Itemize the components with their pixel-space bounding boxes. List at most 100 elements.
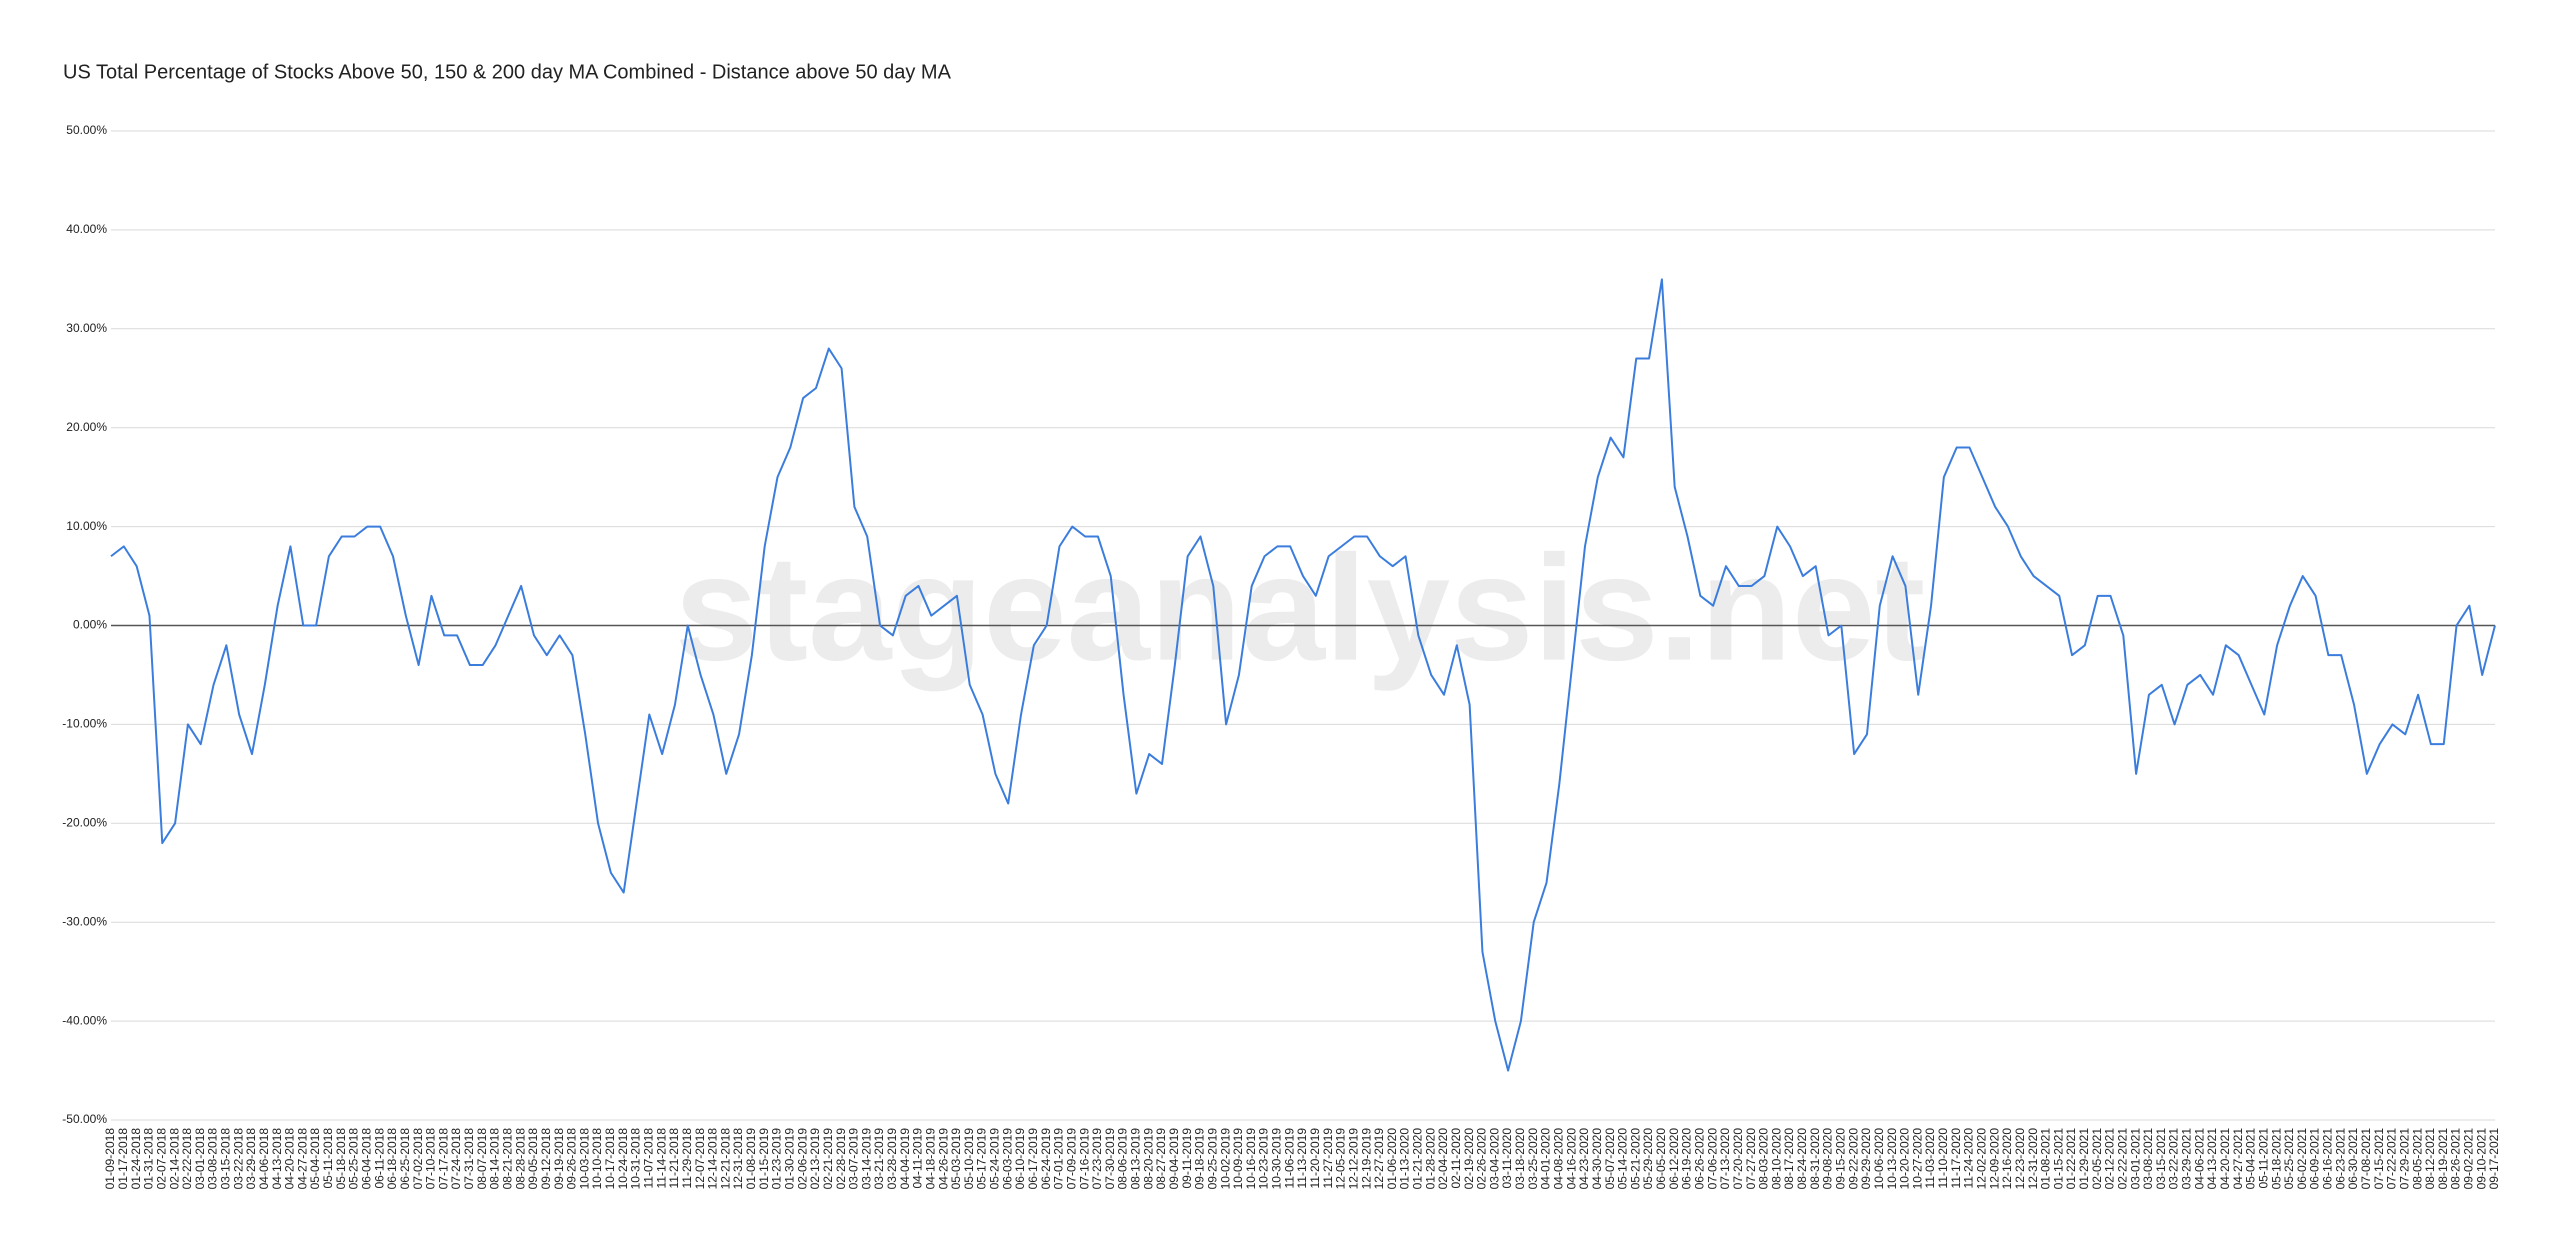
x-tick-label: 07-08-2021 xyxy=(2359,1128,2373,1190)
x-tick-label: 03-22-2018 xyxy=(231,1128,245,1190)
x-tick-label: 04-11-2019 xyxy=(911,1128,925,1189)
x-tick-label: 07-10-2018 xyxy=(424,1128,438,1190)
x-tick-label: 05-24-2019 xyxy=(988,1128,1002,1190)
x-tick-label: 11-21-2018 xyxy=(667,1128,681,1189)
x-tick-label: 12-19-2019 xyxy=(1359,1128,1373,1190)
x-tick-label: 03-07-2019 xyxy=(847,1128,861,1190)
x-tick-label: 06-04-2018 xyxy=(360,1128,374,1190)
x-tick-label: 09-11-2019 xyxy=(1180,1128,1194,1189)
x-tick-label: 07-17-2018 xyxy=(436,1128,450,1190)
x-tick-label: 11-10-2020 xyxy=(1936,1128,1950,1189)
x-tick-label: 05-11-2018 xyxy=(321,1128,335,1189)
x-tick-label: 07-06-2020 xyxy=(1705,1128,1719,1190)
x-tick-label: 03-11-2020 xyxy=(1500,1128,1514,1189)
x-tick-label: 07-01-2019 xyxy=(1052,1128,1066,1190)
x-tick-label: 03-01-2021 xyxy=(2128,1128,2142,1190)
y-tick-label: 50.00% xyxy=(66,123,107,137)
x-tick-label: 01-23-2019 xyxy=(770,1128,784,1190)
x-tick-label: 12-09-2020 xyxy=(1987,1128,2001,1190)
x-tick-label: 12-02-2020 xyxy=(1974,1128,1988,1190)
x-tick-label: 04-26-2019 xyxy=(936,1128,950,1190)
y-tick-label: -50.00% xyxy=(62,1112,107,1126)
x-tick-label: 01-15-2019 xyxy=(757,1128,771,1190)
y-tick-label: 30.00% xyxy=(66,321,107,335)
x-tick-label: 10-16-2019 xyxy=(1244,1128,1258,1190)
x-tick-label: 11-07-2018 xyxy=(641,1128,655,1189)
x-tick-label: 11-14-2018 xyxy=(654,1128,668,1189)
x-tick-label: 10-10-2018 xyxy=(590,1128,604,1190)
x-tick-label: 03-01-2018 xyxy=(193,1128,207,1190)
x-tick-label: 04-06-2018 xyxy=(257,1128,271,1190)
chart-title: US Total Percentage of Stocks Above 50, … xyxy=(63,61,952,83)
x-tick-label: 12-31-2018 xyxy=(731,1128,745,1190)
y-tick-label: 0.00% xyxy=(73,618,107,632)
x-tick-label: 04-30-2020 xyxy=(1590,1128,1604,1190)
x-tick-label: 07-23-2019 xyxy=(1090,1128,1104,1190)
x-tick-label: 05-11-2021 xyxy=(2256,1128,2270,1189)
x-tick-label: 07-22-2021 xyxy=(2385,1128,2399,1190)
x-tick-label: 03-08-2021 xyxy=(2141,1128,2155,1190)
x-tick-label: 01-13-2020 xyxy=(1398,1128,1412,1190)
x-tick-label: 02-05-2021 xyxy=(2090,1128,2104,1190)
x-tick-label: 02-14-2018 xyxy=(167,1128,181,1190)
x-tick-label: 03-15-2021 xyxy=(2154,1128,2168,1190)
x-tick-label: 08-20-2019 xyxy=(1141,1128,1155,1190)
x-tick-label: 08-12-2021 xyxy=(2423,1128,2437,1190)
x-tick-label: 01-06-2020 xyxy=(1385,1128,1399,1190)
x-tick-label: 02-07-2018 xyxy=(154,1128,168,1190)
x-tick-label: 07-20-2020 xyxy=(1731,1128,1745,1190)
x-tick-label: 08-28-2018 xyxy=(513,1128,527,1190)
x-tick-label: 10-06-2020 xyxy=(1872,1128,1886,1190)
x-tick-label: 09-05-2018 xyxy=(526,1128,540,1190)
x-tick-label: 10-03-2018 xyxy=(577,1128,591,1190)
x-tick-label: 01-21-2020 xyxy=(1411,1128,1425,1190)
x-tick-label: 04-23-2020 xyxy=(1577,1128,1591,1190)
x-tick-label: 06-05-2020 xyxy=(1654,1128,1668,1190)
x-tick-label: 11-27-2019 xyxy=(1321,1128,1335,1189)
x-tick-label: 09-02-2021 xyxy=(2462,1128,2476,1190)
x-tick-label: 03-28-2019 xyxy=(885,1128,899,1190)
x-tick-label: 05-14-2020 xyxy=(1616,1128,1630,1190)
watermark: stageanalysis.net xyxy=(675,524,1926,692)
x-tick-label: 04-08-2020 xyxy=(1552,1128,1566,1190)
x-tick-label: 11-13-2019 xyxy=(1295,1128,1309,1189)
x-tick-label: 04-27-2021 xyxy=(2231,1128,2245,1190)
x-tick-label: 09-25-2019 xyxy=(1205,1128,1219,1190)
x-tick-label: 09-15-2020 xyxy=(1833,1128,1847,1190)
x-tick-label: 07-13-2020 xyxy=(1718,1128,1732,1190)
x-tick-label: 06-25-2018 xyxy=(398,1128,412,1190)
x-tick-label: 12-12-2019 xyxy=(1346,1128,1360,1190)
x-tick-label: 06-17-2019 xyxy=(1026,1128,1040,1190)
x-tick-label: 05-04-2018 xyxy=(308,1128,322,1190)
x-tick-label: 01-30-2019 xyxy=(782,1128,796,1190)
x-tick-label: 03-18-2020 xyxy=(1513,1128,1527,1190)
x-tick-label: 08-13-2019 xyxy=(1129,1128,1143,1190)
x-tick-label: 10-24-2018 xyxy=(616,1128,630,1190)
x-tick-label: 05-03-2019 xyxy=(949,1128,963,1190)
x-tick-label: 10-23-2019 xyxy=(1257,1128,1271,1190)
x-tick-label: 12-21-2018 xyxy=(718,1128,732,1190)
x-tick-label: 09-17-2021 xyxy=(2487,1128,2501,1190)
x-tick-label: 03-21-2019 xyxy=(872,1128,886,1190)
x-tick-label: 06-26-2020 xyxy=(1693,1128,1707,1190)
x-tick-label: 08-17-2020 xyxy=(1782,1128,1796,1190)
x-tick-label: 11-03-2020 xyxy=(1923,1128,1937,1189)
y-tick-label: 20.00% xyxy=(66,420,107,434)
x-tick-label: 08-21-2018 xyxy=(501,1128,515,1190)
x-tick-label: 06-19-2020 xyxy=(1680,1128,1694,1190)
x-tick-label: 06-18-2018 xyxy=(385,1128,399,1190)
x-tick-label: 05-17-2019 xyxy=(975,1128,989,1190)
x-tick-label: 01-29-2021 xyxy=(2077,1128,2091,1190)
x-tick-label: 08-19-2021 xyxy=(2436,1128,2450,1190)
x-tick-label: 07-27-2020 xyxy=(1744,1128,1758,1190)
y-tick-label: -10.00% xyxy=(62,717,107,731)
x-tick-label: 03-29-2018 xyxy=(244,1128,258,1190)
x-tick-label: 07-29-2021 xyxy=(2397,1128,2411,1190)
x-tick-label: 10-17-2018 xyxy=(603,1128,617,1190)
x-tick-label: 08-10-2020 xyxy=(1769,1128,1783,1190)
y-tick-label: 40.00% xyxy=(66,222,107,236)
x-tick-label: 10-02-2019 xyxy=(1218,1128,1232,1190)
x-tick-label: 08-14-2018 xyxy=(488,1128,502,1190)
x-tick-label: 06-16-2021 xyxy=(2321,1128,2335,1190)
